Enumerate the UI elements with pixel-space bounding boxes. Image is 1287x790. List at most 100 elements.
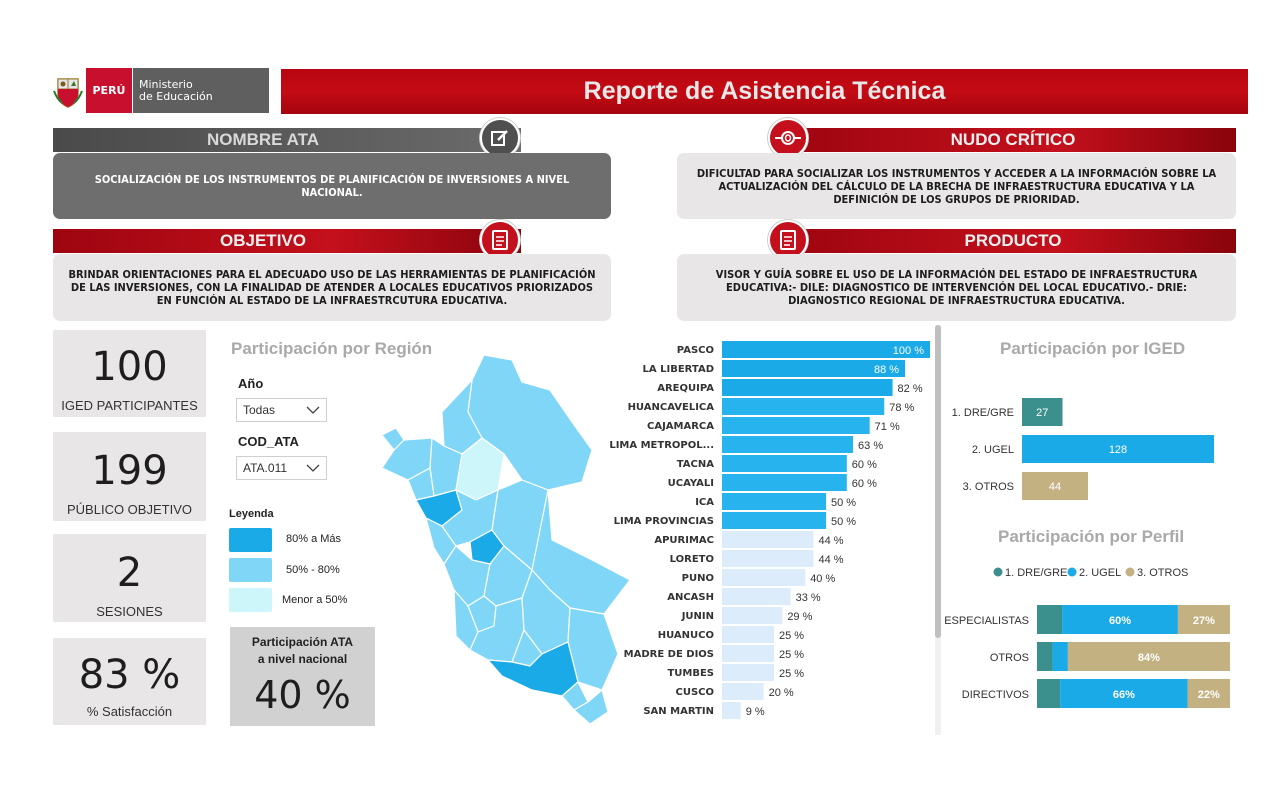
ata-filter-select[interactable]: ATA.011	[236, 456, 327, 480]
region-bar[interactable]	[722, 645, 774, 662]
kpi-label: SESIONES	[96, 604, 163, 619]
kpi-value: 2	[116, 550, 143, 596]
perfil-bar-value: 27%	[1193, 615, 1215, 627]
region-bar[interactable]	[722, 588, 791, 605]
region-bar[interactable]	[722, 417, 870, 434]
perfil-bar-segment[interactable]	[1037, 642, 1053, 671]
region-bar-value: 60 %	[852, 478, 877, 490]
region-bar-value: 25 %	[779, 668, 804, 680]
iged-bar-label: 2. UGEL	[972, 444, 1014, 456]
region-bar-label: LA LIBERTAD	[643, 364, 714, 375]
region-bar-label: TUMBES	[667, 668, 714, 679]
nudo-critico-text: DIFICULTAD PARA SOCIALIZAR LOS INSTRUMEN…	[677, 153, 1236, 219]
region-bar[interactable]	[722, 512, 826, 529]
iged-bar[interactable]	[1022, 435, 1214, 463]
region-bar-value: 82 %	[898, 383, 923, 395]
region-bar-label: PUNO	[682, 573, 714, 584]
perfil-legend-label: 3. OTROS	[1137, 567, 1188, 579]
year-filter-label: Año	[238, 376, 264, 391]
scrollbar-thumb[interactable]	[935, 325, 941, 638]
region-bar[interactable]	[722, 474, 847, 491]
perfil-bar-segment[interactable]	[1060, 679, 1188, 708]
perfil-bar-segment[interactable]	[1062, 605, 1178, 634]
perfil-bar-segment[interactable]	[1052, 642, 1068, 671]
perfil-bar-label: OTROS	[990, 652, 1029, 664]
region-bar[interactable]	[722, 493, 826, 510]
perfil-bar-segment[interactable]	[1177, 605, 1230, 634]
region-panel-title: Participación por Región	[231, 339, 433, 358]
region-bar-label: ANCASH	[667, 592, 714, 603]
objetivo-title-text: OBJETIVO	[220, 231, 306, 250]
region-bar[interactable]	[722, 531, 814, 548]
perfil-panel-title: Participación por Perfil	[998, 527, 1185, 546]
region-bar-value: 71 %	[875, 421, 900, 433]
kpi-label: IGED PARTICIPANTES	[61, 398, 198, 413]
region-bar-label: CAJAMARCA	[647, 421, 714, 432]
ministry-name: Ministerio de Educación	[132, 68, 269, 113]
peru-label: PERÚ	[86, 68, 132, 113]
region-bar-value: 33 %	[796, 592, 821, 604]
region-bar[interactable]	[722, 702, 741, 719]
scrollbar-track[interactable]	[935, 325, 941, 735]
perfil-bar-value: 84%	[1138, 652, 1160, 664]
perfil-bar-segment[interactable]	[1067, 642, 1230, 671]
region-bar[interactable]	[722, 550, 814, 567]
map-region-tacna	[573, 689, 609, 725]
perfil-legend-label: 1. DRE/GRE	[1005, 567, 1067, 579]
peru-crest-icon	[50, 70, 86, 112]
perfil-bar-value: 22%	[1198, 689, 1220, 701]
region-bar-value: 78 %	[889, 402, 914, 414]
perfil-bar-segment[interactable]	[1037, 605, 1063, 634]
kpi-card-iged: 100 IGED PARTICIPANTES	[53, 330, 206, 417]
region-bar-value: 88 %	[874, 364, 899, 376]
legend-title: Leyenda	[229, 508, 274, 520]
region-bar[interactable]	[722, 455, 847, 472]
kpi-label: % Satisfacción	[86, 704, 173, 719]
region-bar-value: 20 %	[769, 687, 794, 699]
nombre-ata-text: SOCIALIZACIÓN DE LOS INSTRUMENTOS DE PLA…	[53, 153, 611, 219]
region-bar[interactable]	[722, 360, 906, 377]
iged-bar-label: 3. OTROS	[963, 481, 1014, 493]
region-bar[interactable]	[722, 398, 885, 415]
region-bar-value: 40 %	[810, 573, 835, 585]
region-bar-label: MADRE DE DIOS	[624, 649, 714, 660]
iged-bar[interactable]	[1022, 398, 1063, 426]
region-bar[interactable]	[722, 683, 764, 700]
document-icon	[768, 220, 808, 260]
region-bar-value: 29 %	[787, 611, 812, 623]
perfil-legend-marker	[1067, 567, 1077, 577]
perfil-bar-value: 66%	[1113, 689, 1135, 701]
region-bar[interactable]	[722, 626, 774, 643]
iged-bar[interactable]	[1022, 472, 1088, 500]
region-bar-value: 25 %	[779, 649, 804, 661]
perfil-bar-value: 60%	[1109, 615, 1131, 627]
region-bar-label: SAN MARTIN	[643, 706, 714, 717]
perfil-legend: 1. DRE/GRE 2. UGEL 3. OTROS	[990, 563, 1240, 581]
region-bar[interactable]	[722, 607, 783, 624]
kpi-label: PÚBLICO OBJETIVO	[67, 502, 192, 517]
year-filter-select[interactable]: Todas	[236, 398, 327, 422]
region-bar-value: 50 %	[831, 516, 856, 528]
region-bar[interactable]	[722, 664, 774, 681]
national-participation-card: Participación ATA a nivel nacional 40 %	[230, 627, 375, 726]
perfil-bar-label: ESPECIALISTAS	[944, 615, 1029, 627]
perfil-bar-segment[interactable]	[1187, 679, 1230, 708]
region-bar[interactable]	[722, 569, 806, 586]
region-bar-label: UCAYALI	[668, 478, 714, 489]
region-bar-chart: PASCO 100 % LA LIBERTAD 88 % AREQUIPA 82 % HUA…	[595, 338, 940, 723]
kpi-card-satisfaccion: 83 % % Satisfacción	[53, 638, 206, 725]
region-bar[interactable]	[722, 341, 930, 358]
region-bar[interactable]	[722, 436, 854, 453]
region-bar-label: ICA	[695, 497, 714, 508]
peru-region-map[interactable]	[372, 350, 634, 730]
iged-panel-title: Participación por IGED	[1000, 339, 1186, 358]
region-bar-label: HUANUCO	[658, 630, 714, 641]
legend-label-high: 80% a Más	[286, 533, 342, 545]
minedu-logo: PERÚ Ministerio de Educación	[50, 68, 269, 113]
region-bar[interactable]	[722, 379, 893, 396]
producto-title-text: PRODUCTO	[964, 231, 1062, 250]
ministry-line2: de Educación	[139, 89, 213, 103]
region-bar-value: 44 %	[819, 535, 844, 547]
perfil-bar-segment[interactable]	[1037, 679, 1061, 708]
ministry-line1: Ministerio	[139, 77, 193, 91]
